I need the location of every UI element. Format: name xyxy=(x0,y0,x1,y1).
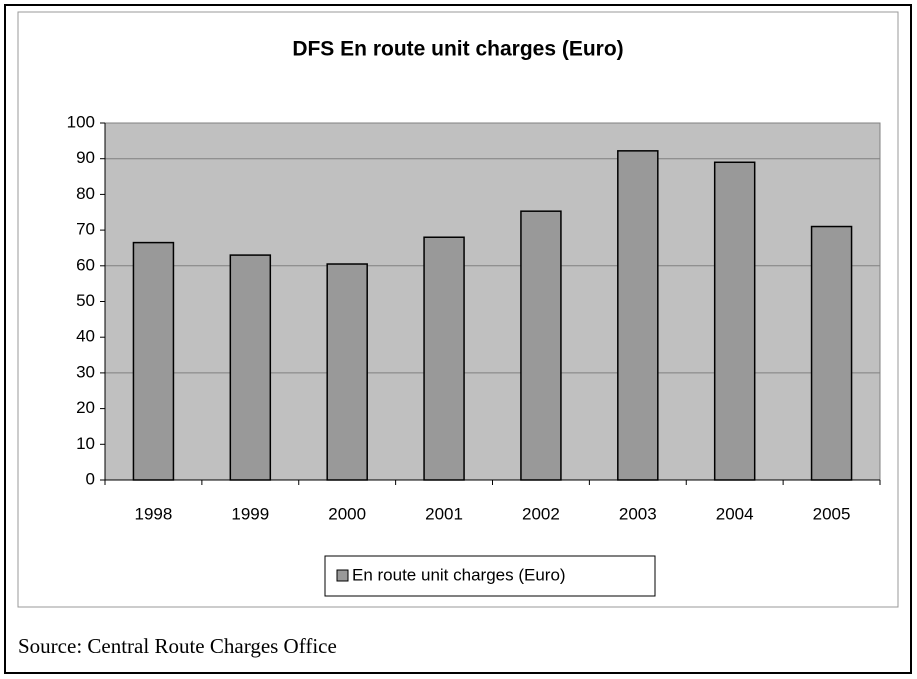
legend-label: En route unit charges (Euro) xyxy=(352,565,566,584)
y-tick-label: 50 xyxy=(76,291,95,310)
y-tick-label: 80 xyxy=(76,184,95,203)
source-note: Source: Central Route Charges Office xyxy=(18,634,337,658)
x-tick-label: 1998 xyxy=(135,504,173,523)
bar xyxy=(132,241,175,481)
legend-box xyxy=(324,555,656,597)
bar xyxy=(326,263,368,481)
bar xyxy=(810,225,853,481)
x-tick-label: 2001 xyxy=(425,504,463,523)
x-tick-label: 2002 xyxy=(522,504,560,523)
y-tick-label: 20 xyxy=(76,398,95,417)
bar xyxy=(617,150,659,481)
y-tick-label: 60 xyxy=(76,255,95,274)
bar xyxy=(713,161,756,481)
x-tick-label: 1999 xyxy=(231,504,269,523)
x-tick-label: 2000 xyxy=(328,504,366,523)
x-tick-label: 2005 xyxy=(813,504,851,523)
y-tick-label: 100 xyxy=(67,112,95,131)
y-tick-label: 90 xyxy=(76,148,95,167)
y-tick-label: 10 xyxy=(76,434,95,453)
bar xyxy=(520,210,562,481)
outer-border xyxy=(4,4,912,674)
y-tick-label: 30 xyxy=(76,362,95,381)
y-tick-label: 0 xyxy=(86,469,95,488)
legend-swatch xyxy=(336,569,349,582)
x-tick-label: 2004 xyxy=(716,504,754,523)
x-tick-label: 2003 xyxy=(619,504,657,523)
bar xyxy=(229,254,272,481)
chart-title: DFS En route unit charges (Euro) xyxy=(292,38,623,61)
y-tick-label: 40 xyxy=(76,327,95,346)
plot-area xyxy=(104,122,881,481)
bar xyxy=(423,236,465,481)
y-tick-label: 70 xyxy=(76,220,95,239)
